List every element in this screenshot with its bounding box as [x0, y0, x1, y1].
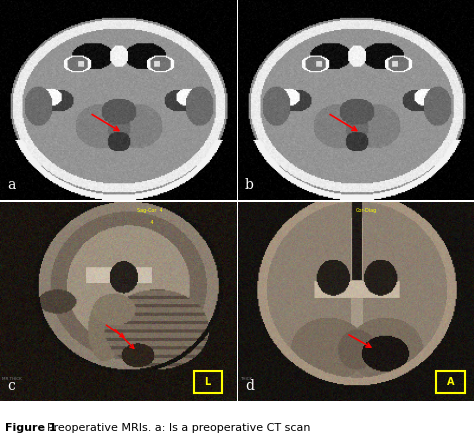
Text: A: A — [447, 378, 454, 388]
Text: b: b — [245, 178, 254, 192]
Text: MR THICK: MR THICK — [2, 378, 22, 381]
Text: L: L — [205, 378, 211, 388]
Text: THICK: THICK — [240, 378, 253, 381]
Text: Sag-Cor  4: Sag-Cor 4 — [137, 207, 163, 213]
Bar — [436, 372, 465, 394]
Text: c: c — [7, 379, 15, 394]
Text: Preoperative MRIs. a: Is a preoperative CT scan: Preoperative MRIs. a: Is a preoperative … — [40, 423, 311, 433]
Bar — [193, 372, 222, 394]
Text: Cor-Diag: Cor-Diag — [356, 207, 377, 213]
Text: Figure 1: Figure 1 — [5, 423, 56, 433]
Text: 4: 4 — [137, 220, 154, 224]
Text: a: a — [7, 178, 16, 192]
Text: d: d — [245, 379, 254, 394]
